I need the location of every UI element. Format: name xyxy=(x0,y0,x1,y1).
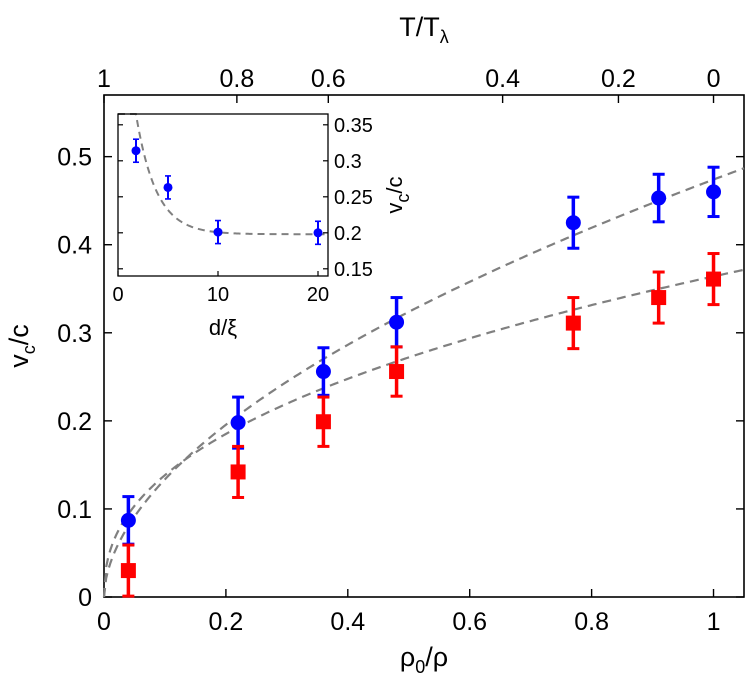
fit-curve xyxy=(102,268,745,598)
inset-data-point xyxy=(163,182,173,192)
top-axis-label: T/Tλ xyxy=(399,12,449,47)
y-tick-label: 0.4 xyxy=(57,232,92,260)
inset-plot-frame xyxy=(117,113,329,277)
top-tick-label: 0.4 xyxy=(485,65,520,93)
top-tick-label: 0.8 xyxy=(219,65,254,93)
inset-data-point xyxy=(213,227,223,237)
main-ticks: 0 0.2 0.4 0.6 0.8 100.10.20.30.40.51 0.8 0.6 0.4… xyxy=(57,65,744,636)
x-axis-label: ρ0/ρ xyxy=(400,642,448,677)
y-tick-label: 0.2 xyxy=(57,408,92,436)
inset-data-point xyxy=(131,146,141,156)
data-point xyxy=(565,215,581,231)
inset-data-marks xyxy=(131,138,323,246)
main-fit-curves xyxy=(102,167,745,598)
inset-x-tick-label: 20 xyxy=(307,284,329,306)
x-tick-label: 0.6 xyxy=(452,608,487,636)
data-square xyxy=(706,271,722,287)
inset-x-tick-label: 0 xyxy=(112,284,123,306)
inset-fit-curve xyxy=(118,113,328,236)
inset-y-tick-label: 0.35 xyxy=(334,115,373,137)
data-square xyxy=(120,563,136,579)
inset-y-tick-label: 0.3 xyxy=(334,151,362,173)
y-axis-label: vc/c xyxy=(4,324,39,368)
data-square xyxy=(389,364,405,380)
fit-curve xyxy=(102,167,745,598)
inset-ticks: 0 10 200.15 0.2 0.25 0.3 0.35 xyxy=(112,115,373,306)
top-tick-label: 1 xyxy=(97,65,111,93)
x-tick-label: 0.2 xyxy=(209,608,244,636)
data-point xyxy=(389,314,405,330)
inset-data-point xyxy=(313,228,323,238)
x-tick-label: 1 xyxy=(707,608,721,636)
data-point xyxy=(706,184,722,200)
data-square xyxy=(315,414,331,430)
data-square xyxy=(565,315,581,331)
top-tick-label: 0.6 xyxy=(311,65,346,93)
inset-y-tick-label: 0.25 xyxy=(334,187,373,209)
x-tick-label: 0.4 xyxy=(330,608,365,636)
y-tick-label: 0.5 xyxy=(57,144,92,172)
y-tick-label: 0.3 xyxy=(57,320,92,348)
data-point xyxy=(230,415,246,431)
y-tick-label: 0 xyxy=(78,584,92,612)
top-tick-label: 0 xyxy=(707,65,721,93)
inset-fit-curve-path xyxy=(118,113,328,236)
inset-y-tick-label: 0.2 xyxy=(334,223,362,245)
inset-background xyxy=(118,114,328,276)
main-plot: 0 0.2 0.4 0.6 0.8 100.10.20.30.40.51 0.8 0.6 0.4… xyxy=(4,12,745,677)
data-point xyxy=(315,364,331,380)
inset-y-axis-label: vc/c xyxy=(382,176,413,213)
data-point xyxy=(651,190,667,206)
data-square xyxy=(651,290,667,306)
main-data-marks xyxy=(120,165,722,598)
x-tick-label: 0 xyxy=(97,608,111,636)
main-plot-frame xyxy=(103,94,745,598)
inset-plot: 0 10 200.15 0.2 0.25 0.3 0.35 d/ξ vc/c xyxy=(112,113,413,340)
inset-y-tick-label: 0.15 xyxy=(334,259,373,281)
data-square xyxy=(230,464,246,480)
data-point xyxy=(120,512,136,528)
inset-x-axis-label: d/ξ xyxy=(209,315,237,340)
top-tick-label: 0.2 xyxy=(601,65,636,93)
x-tick-label: 0.8 xyxy=(574,608,609,636)
inset-x-tick-label: 10 xyxy=(207,284,229,306)
y-tick-label: 0.1 xyxy=(57,496,92,524)
